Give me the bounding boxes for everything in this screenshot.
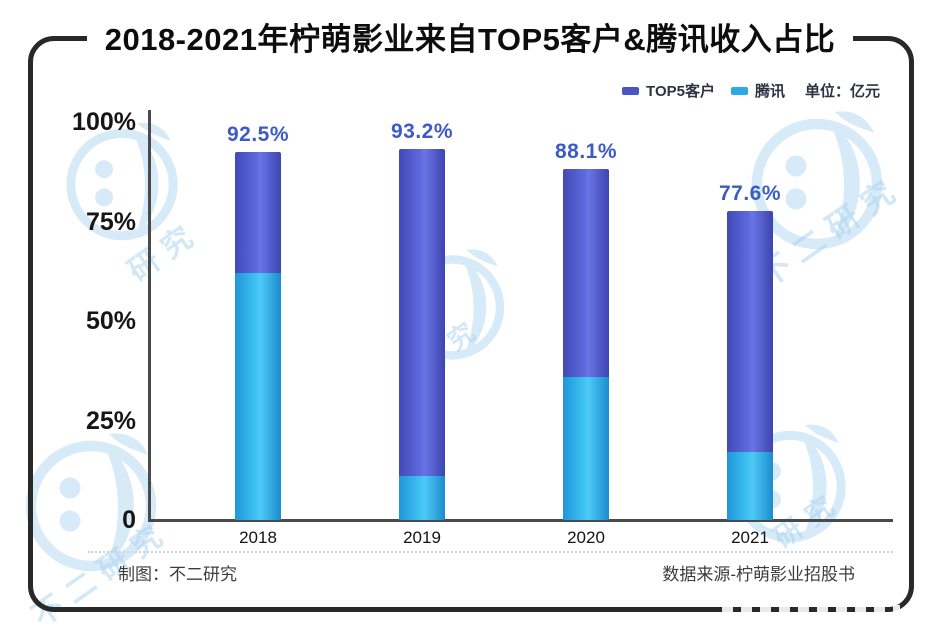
y-axis-line — [148, 110, 151, 522]
legend-label-top5: TOP5客户 — [646, 83, 715, 100]
y-tick-label: 25% — [85, 406, 136, 435]
x-axis-label: 2021 — [731, 528, 769, 547]
bar-segment-top5 — [399, 149, 445, 477]
unit-label: 单位：亿元 — [804, 83, 880, 100]
value-label: 77.6% — [718, 182, 782, 206]
x-axis-label: 2020 — [567, 528, 605, 547]
footer-separator — [88, 551, 893, 553]
legend-label-tencent: 腾讯 — [754, 83, 785, 100]
legend-swatch-tencent — [730, 86, 748, 95]
y-tick-label: 75% — [85, 207, 136, 236]
bar-segment-top5 — [727, 211, 773, 453]
title-row: 2018-2021年柠萌影业来自TOP5客户&腾讯收入占比 — [0, 14, 940, 59]
bar-2019 — [399, 149, 445, 520]
y-tick-label: 50% — [85, 307, 136, 335]
bar-segment-tencent — [563, 376, 609, 520]
bar-segment-tencent — [235, 273, 281, 520]
bar-segment-tencent — [727, 452, 773, 520]
y-tick-label: 0 — [122, 506, 136, 534]
x-axis-line — [148, 519, 893, 522]
chart-title: 2018-2021年柠萌影业来自TOP5客户&腾讯收入占比 — [86, 14, 854, 59]
bar-segment-top5 — [563, 169, 609, 377]
chart-legend: TOP5客户 腾讯 单位：亿元 — [622, 80, 880, 101]
data-source-text: 数据来源-柠萌影业招股书 — [662, 565, 855, 584]
y-tick-label: 100% — [72, 108, 136, 136]
watermark-logo — [742, 106, 892, 261]
bar-segment-top5 — [235, 151, 281, 274]
legend-item-top5: TOP5客户 — [622, 80, 715, 101]
value-label: 88.1% — [554, 140, 618, 164]
legend-item-tencent: 腾讯 — [730, 80, 785, 101]
credit-text: 制图：不二研究 — [118, 565, 237, 584]
value-label: 93.2% — [390, 120, 454, 144]
bar-2021 — [727, 211, 773, 520]
watermark-logo — [58, 118, 186, 251]
x-axis-label: 2019 — [403, 528, 441, 547]
x-axis-label: 2018 — [239, 528, 277, 547]
clipped-caption-fragment — [722, 605, 900, 612]
bar-segment-tencent — [399, 476, 445, 520]
bar-2020 — [563, 169, 609, 520]
bar-2018 — [235, 151, 281, 520]
legend-swatch-top5 — [622, 86, 640, 95]
value-label: 92.5% — [226, 122, 290, 146]
